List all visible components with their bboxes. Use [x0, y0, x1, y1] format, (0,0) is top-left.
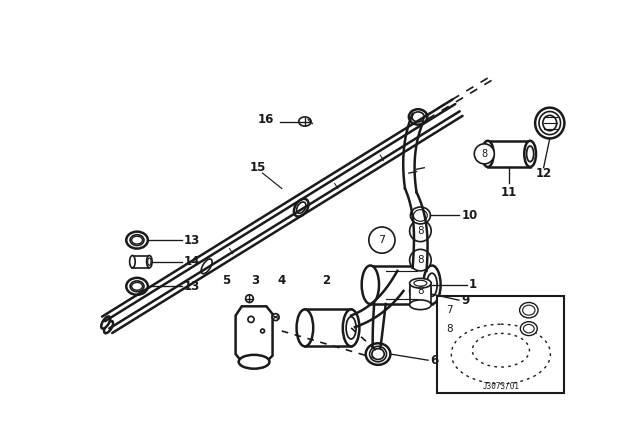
Text: 15: 15: [250, 161, 266, 174]
Text: 6: 6: [431, 354, 438, 367]
Text: 10: 10: [461, 209, 477, 222]
Bar: [305, 310, 351, 346]
Bar: [437, 296, 564, 392]
Ellipse shape: [130, 255, 135, 268]
Text: 8: 8: [417, 286, 424, 296]
Ellipse shape: [201, 259, 212, 274]
Ellipse shape: [524, 141, 536, 167]
Text: 3: 3: [251, 275, 259, 288]
Bar: [488, 141, 530, 167]
Ellipse shape: [126, 232, 148, 249]
Ellipse shape: [409, 109, 428, 125]
Circle shape: [410, 280, 431, 302]
Ellipse shape: [423, 266, 440, 304]
Text: 8: 8: [481, 149, 488, 159]
Ellipse shape: [246, 295, 253, 302]
Text: 7: 7: [447, 305, 453, 315]
Text: 9: 9: [461, 293, 470, 307]
Ellipse shape: [104, 321, 113, 333]
Text: 13: 13: [184, 280, 200, 293]
Text: 7: 7: [378, 235, 385, 245]
Ellipse shape: [130, 235, 144, 246]
Text: 2: 2: [323, 275, 330, 288]
Ellipse shape: [539, 112, 561, 134]
Circle shape: [474, 144, 494, 164]
Text: 4: 4: [278, 275, 286, 288]
Text: J3073/01: J3073/01: [483, 382, 520, 391]
Ellipse shape: [362, 266, 379, 304]
Ellipse shape: [294, 199, 308, 216]
Text: 8: 8: [417, 255, 424, 265]
Ellipse shape: [520, 322, 538, 336]
Ellipse shape: [535, 108, 564, 138]
Bar: [410, 283, 431, 305]
Ellipse shape: [126, 278, 148, 295]
Ellipse shape: [410, 278, 431, 288]
Text: 1: 1: [469, 278, 477, 291]
Circle shape: [369, 227, 395, 253]
Ellipse shape: [365, 343, 390, 365]
Text: 13: 13: [184, 233, 200, 246]
Circle shape: [410, 250, 431, 271]
Ellipse shape: [147, 255, 152, 268]
Text: 11: 11: [501, 186, 517, 199]
Ellipse shape: [101, 316, 110, 329]
Text: 16: 16: [258, 113, 274, 126]
Text: 12: 12: [536, 167, 552, 180]
Text: 14: 14: [184, 255, 200, 268]
Polygon shape: [236, 306, 273, 362]
Ellipse shape: [369, 346, 387, 362]
Ellipse shape: [343, 310, 360, 346]
Ellipse shape: [130, 281, 144, 292]
Ellipse shape: [239, 355, 269, 369]
Circle shape: [410, 220, 431, 241]
Ellipse shape: [272, 314, 279, 321]
Text: 5: 5: [222, 275, 230, 288]
Ellipse shape: [482, 141, 493, 167]
Ellipse shape: [296, 310, 313, 346]
Text: 8: 8: [447, 323, 453, 334]
Text: 8: 8: [417, 226, 424, 236]
Ellipse shape: [299, 117, 311, 126]
Bar: [371, 266, 432, 304]
Ellipse shape: [520, 302, 538, 318]
Ellipse shape: [410, 300, 431, 310]
Ellipse shape: [410, 207, 431, 224]
Bar: [132, 255, 149, 268]
